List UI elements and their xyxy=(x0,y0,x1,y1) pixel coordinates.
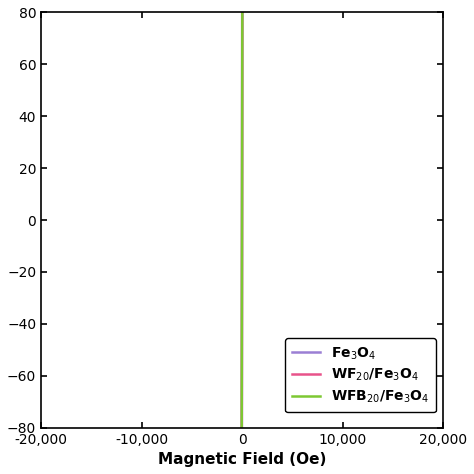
Line: Fe$_3$O$_4$: Fe$_3$O$_4$ xyxy=(41,0,443,474)
Line: WFB$_{20}$/Fe$_3$O$_4$: WFB$_{20}$/Fe$_3$O$_4$ xyxy=(41,0,443,474)
X-axis label: Magnetic Field (Oe): Magnetic Field (Oe) xyxy=(158,452,326,467)
Line: WF$_{20}$/Fe$_3$O$_4$: WF$_{20}$/Fe$_3$O$_4$ xyxy=(41,0,443,474)
Legend: Fe$_3$O$_4$, WF$_{20}$/Fe$_3$O$_4$, WFB$_{20}$/Fe$_3$O$_4$: Fe$_3$O$_4$, WF$_{20}$/Fe$_3$O$_4$, WFB$… xyxy=(285,338,436,412)
